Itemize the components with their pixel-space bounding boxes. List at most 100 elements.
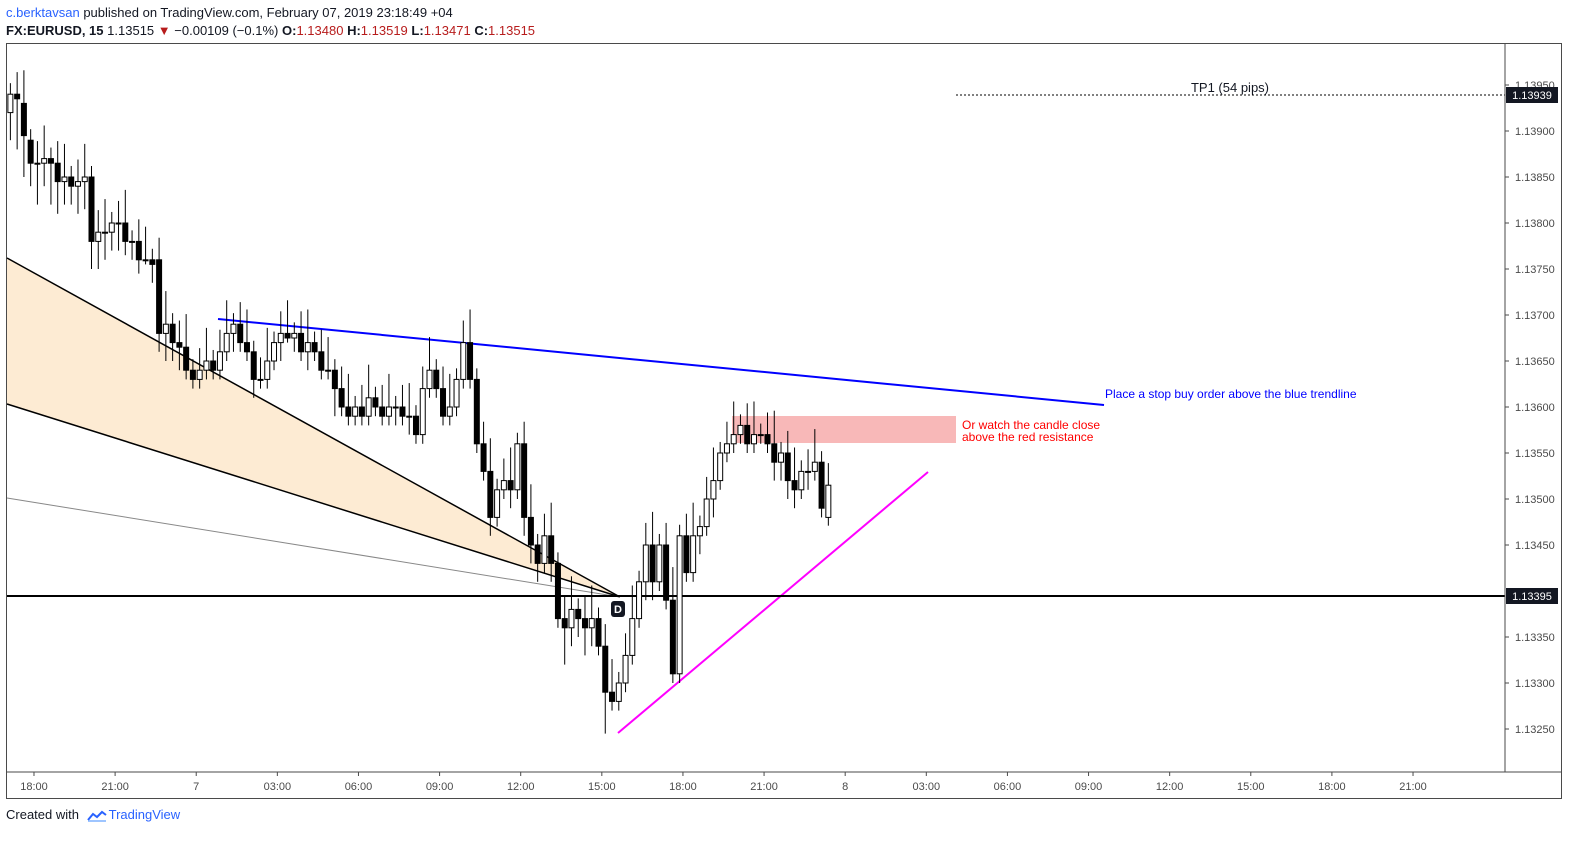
- candle[interactable]: [683, 513, 690, 582]
- candle[interactable]: [460, 320, 467, 389]
- candle[interactable]: [325, 337, 332, 380]
- candle[interactable]: [426, 337, 433, 398]
- candle[interactable]: [183, 314, 190, 380]
- candle[interactable]: [345, 373, 352, 426]
- candle[interactable]: [122, 189, 129, 256]
- candle[interactable]: [142, 226, 149, 265]
- candle[interactable]: [129, 230, 136, 260]
- candle[interactable]: [7, 83, 14, 141]
- candle[interactable]: [771, 410, 778, 481]
- candle[interactable]: [595, 607, 602, 656]
- candle[interactable]: [379, 384, 386, 426]
- candle[interactable]: [169, 313, 176, 361]
- candle[interactable]: [581, 596, 588, 656]
- candle[interactable]: [135, 219, 142, 274]
- candle[interactable]: [440, 366, 447, 426]
- candle[interactable]: [54, 141, 61, 214]
- candle[interactable]: [196, 348, 203, 389]
- candle[interactable]: [744, 403, 751, 453]
- candle[interactable]: [602, 624, 609, 734]
- time-axis[interactable]: 18:00 21:00 7 03:00 06:00 09:00 12:00 15:00 18:0…: [20, 772, 1427, 793]
- candle[interactable]: [757, 423, 764, 444]
- candle[interactable]: [318, 329, 325, 380]
- candle[interactable]: [271, 331, 278, 371]
- candle[interactable]: [730, 401, 737, 453]
- candle[interactable]: [642, 522, 649, 601]
- candle[interactable]: [433, 359, 440, 398]
- candle[interactable]: [473, 368, 480, 453]
- candle[interactable]: [561, 596, 568, 665]
- candle[interactable]: [710, 447, 717, 518]
- candle[interactable]: [609, 659, 616, 711]
- candle[interactable]: [690, 502, 697, 582]
- candle[interactable]: [298, 311, 305, 361]
- candle[interactable]: [88, 165, 95, 269]
- candle[interactable]: [575, 598, 582, 637]
- candle[interactable]: [750, 401, 757, 453]
- candle[interactable]: [784, 430, 791, 499]
- candle[interactable]: [291, 322, 298, 352]
- candle[interactable]: [548, 502, 555, 582]
- candle[interactable]: [358, 384, 365, 426]
- candle[interactable]: [825, 463, 832, 526]
- author-link[interactable]: c.berktavsan: [6, 5, 80, 20]
- candle[interactable]: [277, 311, 284, 361]
- candle[interactable]: [237, 302, 244, 352]
- candle[interactable]: [399, 384, 406, 426]
- candle[interactable]: [811, 429, 818, 481]
- candle[interactable]: [14, 72, 21, 150]
- candle[interactable]: [27, 129, 34, 187]
- candle[interactable]: [554, 552, 561, 628]
- candle[interactable]: [696, 515, 703, 555]
- candle[interactable]: [507, 447, 514, 509]
- candle[interactable]: [412, 405, 419, 444]
- candle[interactable]: [588, 585, 595, 647]
- candle[interactable]: [723, 421, 730, 463]
- candle[interactable]: [636, 570, 643, 628]
- candle[interactable]: [480, 421, 487, 481]
- candle[interactable]: [649, 511, 656, 601]
- candle[interactable]: [311, 331, 318, 361]
- candle[interactable]: [534, 533, 541, 582]
- candle[interactable]: [467, 309, 474, 389]
- candle[interactable]: [250, 340, 257, 398]
- candle[interactable]: [284, 300, 291, 343]
- candle[interactable]: [149, 248, 156, 283]
- candle[interactable]: [189, 359, 196, 389]
- candle[interactable]: [717, 441, 724, 490]
- candle[interactable]: [798, 460, 805, 499]
- candle[interactable]: [68, 165, 75, 205]
- candle[interactable]: [669, 567, 676, 683]
- candle[interactable]: [568, 576, 575, 647]
- magenta-trendline[interactable]: [617, 471, 929, 734]
- candle[interactable]: [541, 513, 548, 573]
- candle[interactable]: [663, 522, 670, 610]
- blue-trendline[interactable]: [217, 318, 1105, 406]
- candle[interactable]: [115, 200, 122, 251]
- candle[interactable]: [615, 671, 622, 711]
- candle[interactable]: [446, 373, 453, 426]
- candle[interactable]: [108, 211, 115, 251]
- candle[interactable]: [257, 357, 264, 389]
- candle[interactable]: [676, 524, 683, 683]
- candle[interactable]: [176, 320, 183, 371]
- candle[interactable]: [737, 414, 744, 444]
- candle[interactable]: [406, 383, 413, 435]
- candle[interactable]: [352, 395, 359, 426]
- candle[interactable]: [338, 366, 345, 417]
- candle[interactable]: [74, 159, 81, 214]
- candle[interactable]: [385, 373, 392, 426]
- candle[interactable]: [419, 366, 426, 444]
- candle[interactable]: [703, 476, 710, 536]
- candle[interactable]: [791, 447, 798, 509]
- candle[interactable]: [764, 412, 771, 453]
- candle[interactable]: [162, 291, 169, 361]
- candle[interactable]: [656, 533, 663, 591]
- candle[interactable]: [47, 147, 54, 205]
- candle[interactable]: [494, 478, 501, 527]
- candle[interactable]: [372, 386, 379, 417]
- price-axis[interactable]: 1.139501.139001.138501.138001.137501.137…: [1505, 80, 1555, 736]
- candle[interactable]: [622, 633, 629, 693]
- candle[interactable]: [805, 449, 812, 490]
